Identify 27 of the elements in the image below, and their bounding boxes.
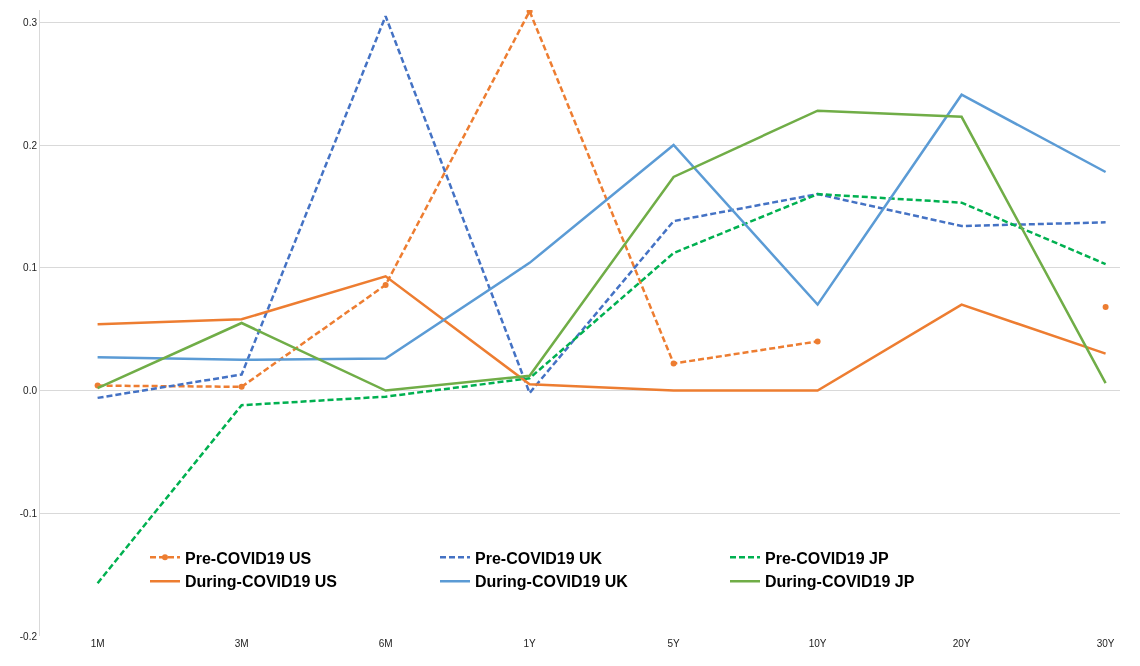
- x-tick-label: 20Y: [952, 638, 971, 649]
- x-tick-label: 1Y: [523, 638, 537, 649]
- legend-label: Pre-COVID19 JP: [765, 549, 889, 567]
- x-tick-label: 3M: [234, 638, 249, 649]
- legend-label: During-COVID19 US: [185, 573, 338, 591]
- y-tick-label: 0.2: [23, 139, 38, 151]
- point: [382, 281, 389, 288]
- x-tick-label: 6M: [378, 638, 393, 649]
- y-tick-label: 0.3: [23, 16, 38, 28]
- y-tick-label: 0.0: [23, 385, 38, 397]
- line-series: [96, 93, 1107, 362]
- legend-label: Pre-COVID19 UK: [475, 549, 603, 567]
- point: [814, 338, 821, 345]
- y-tick-label: 0.1: [23, 262, 38, 274]
- x-tick-label: 30Y: [1096, 638, 1115, 649]
- legend-label: During-COVID19 UK: [475, 573, 629, 591]
- point: [526, 10, 533, 15]
- x-tick-label: 1M: [90, 638, 105, 649]
- point: [670, 360, 677, 367]
- y-tick-label: -0.1: [19, 507, 38, 519]
- x-tick-label: 5Y: [667, 638, 681, 649]
- legend-label: During-COVID19 JP: [765, 573, 915, 591]
- line-series: [96, 109, 1107, 392]
- x-tick-label: 10Y: [808, 638, 827, 649]
- legend-label: Pre-COVID19 US: [185, 549, 312, 567]
- point: [238, 383, 245, 390]
- y-tick-label: -0.2: [19, 630, 38, 642]
